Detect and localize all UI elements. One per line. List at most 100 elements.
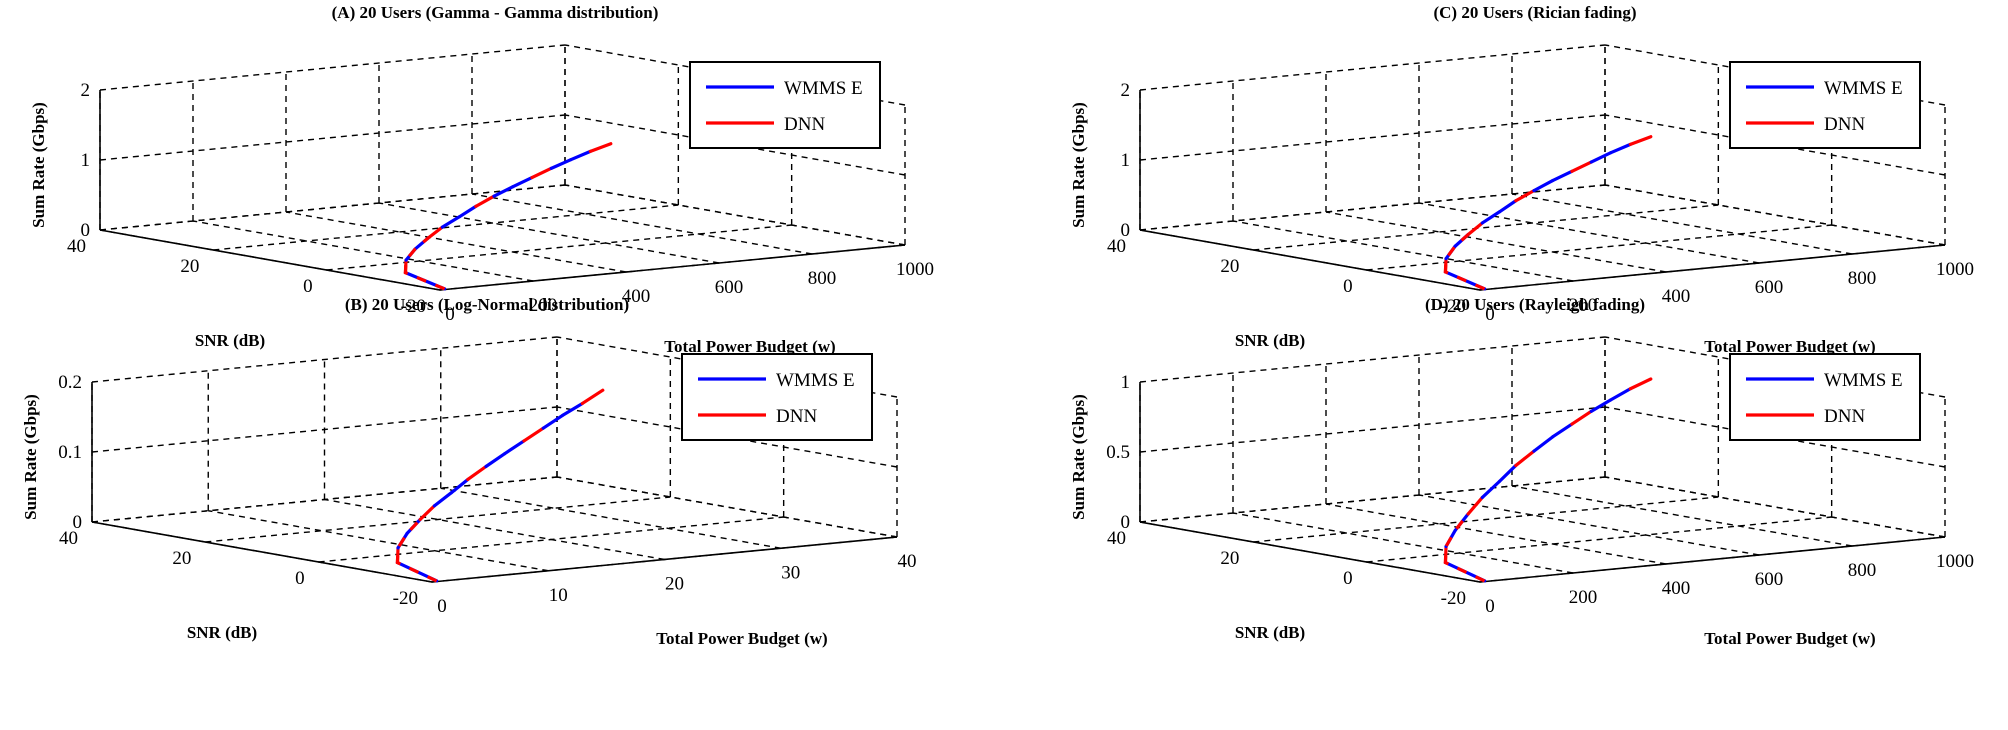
series-line-segment bbox=[432, 491, 453, 508]
x-tick-label: 800 bbox=[1848, 268, 1877, 289]
x-tick-label: 400 bbox=[1662, 578, 1691, 599]
grid-line bbox=[471, 193, 813, 255]
y-tick-label: 20 bbox=[1220, 548, 1239, 569]
grid-line bbox=[1604, 114, 1946, 176]
series-line-segment bbox=[1497, 463, 1518, 484]
grid-line bbox=[564, 114, 906, 176]
series-line-segment bbox=[1514, 449, 1536, 468]
x-tick-label: 200 bbox=[1569, 587, 1598, 608]
x-axis-label: Total Power Budget (w) bbox=[1704, 629, 1875, 648]
z-axis-label: Sum Rate (Gbps) bbox=[1069, 394, 1088, 520]
y-tick-label: 0 bbox=[1343, 276, 1353, 297]
grid-line bbox=[1604, 184, 1946, 246]
grid-line bbox=[1511, 193, 1853, 255]
series-line-segment bbox=[418, 504, 436, 522]
x-tick-label: 400 bbox=[622, 286, 651, 307]
x-axis-label: Total Power Budget (w) bbox=[664, 337, 835, 356]
x-tick-label: 800 bbox=[808, 268, 837, 289]
series-line-segment bbox=[1480, 479, 1501, 500]
z-tick-label: 1 bbox=[81, 150, 91, 171]
x-tick-label: 800 bbox=[1848, 560, 1877, 581]
series-line-segment bbox=[522, 426, 545, 443]
grid-line bbox=[91, 336, 558, 383]
legend-label: DNN bbox=[1824, 114, 1865, 135]
grid-line bbox=[1232, 220, 1574, 282]
y-tick-label: 20 bbox=[172, 548, 191, 569]
x-tick-label: 20 bbox=[665, 574, 684, 595]
grid-line bbox=[1604, 476, 1946, 538]
y-tick-label: -20 bbox=[1441, 296, 1466, 317]
series-line-segment bbox=[1589, 151, 1613, 164]
series-line-segment bbox=[457, 204, 478, 219]
z-axis-label: Sum Rate (Gbps) bbox=[21, 394, 40, 520]
grid-line bbox=[318, 516, 784, 563]
series-line-segment bbox=[484, 452, 507, 469]
y-tick-label: 40 bbox=[59, 528, 78, 549]
grid-line bbox=[564, 184, 906, 246]
series-line-segment bbox=[588, 142, 613, 153]
grid-line bbox=[556, 476, 898, 538]
chart-title: (D) 20 Users (Rayleigh fading) bbox=[1425, 295, 1645, 314]
series-line-segment bbox=[1628, 377, 1653, 391]
z-tick-label: 0 bbox=[73, 512, 83, 533]
grid-line bbox=[1604, 406, 1946, 468]
legend-box bbox=[681, 353, 873, 441]
series-line-segment bbox=[474, 194, 496, 208]
y-tick-label: -20 bbox=[393, 588, 418, 609]
y-tick-label: 40 bbox=[67, 236, 86, 257]
series-line-segment bbox=[503, 439, 526, 456]
series-line-segment bbox=[1608, 142, 1632, 155]
series-line-segment bbox=[560, 401, 584, 418]
grid-line bbox=[326, 224, 792, 271]
z-tick-label: 0 bbox=[81, 220, 91, 241]
y-axis-label: SNR (dB) bbox=[187, 623, 257, 642]
series-line-segment bbox=[1589, 398, 1613, 413]
y-axis-line bbox=[1139, 229, 1481, 291]
z-tick-label: 0.1 bbox=[58, 442, 82, 463]
series-line-segment bbox=[1532, 178, 1555, 193]
grid-line bbox=[1511, 485, 1853, 547]
grid-line bbox=[99, 44, 566, 91]
grid-line bbox=[1418, 202, 1760, 264]
grid-line bbox=[1325, 503, 1667, 565]
x-axis-label: Total Power Budget (w) bbox=[656, 629, 827, 648]
series-line-dnn bbox=[403, 236, 446, 291]
series-line-dnn bbox=[1443, 512, 1486, 583]
y-tick-label: 40 bbox=[1107, 236, 1126, 257]
z-tick-label: 0 bbox=[1121, 220, 1131, 241]
series-line-dnn bbox=[1443, 233, 1486, 291]
grid-line bbox=[324, 498, 665, 561]
x-tick-label: 40 bbox=[898, 551, 917, 572]
z-tick-label: 0.5 bbox=[1106, 442, 1130, 463]
grid-line bbox=[564, 184, 906, 246]
series-line-segment bbox=[1532, 435, 1555, 453]
x-tick-label: 1000 bbox=[1936, 551, 1974, 572]
grid-line bbox=[1253, 204, 1719, 251]
x-tick-label: 200 bbox=[1569, 295, 1598, 316]
grid-line bbox=[440, 487, 781, 549]
legend-label: DNN bbox=[776, 406, 817, 427]
x-tick-label: 200 bbox=[529, 295, 558, 316]
x-axis-line bbox=[439, 244, 906, 291]
x-tick-label: 10 bbox=[549, 585, 568, 606]
y-axis-line bbox=[99, 229, 441, 291]
x-axis-line bbox=[1479, 244, 1946, 291]
series-line-segment bbox=[1480, 210, 1501, 225]
grid-line bbox=[99, 114, 566, 161]
grid-line bbox=[1604, 476, 1946, 538]
grid-line bbox=[1604, 184, 1946, 246]
series-line-segment bbox=[440, 215, 461, 229]
x-tick-label: 1000 bbox=[896, 259, 934, 280]
x-tick-label: 600 bbox=[1755, 569, 1784, 590]
series-line-segment bbox=[511, 176, 534, 189]
x-tick-label: 0 bbox=[437, 596, 447, 617]
grid-line bbox=[213, 204, 679, 251]
legend-label: WMMS E bbox=[1824, 78, 1903, 99]
x-tick-label: 600 bbox=[1755, 277, 1784, 298]
grid-line bbox=[1232, 512, 1574, 574]
z-tick-label: 1 bbox=[1121, 150, 1131, 171]
x-tick-label: 600 bbox=[715, 277, 744, 298]
grid-line bbox=[1366, 224, 1832, 271]
